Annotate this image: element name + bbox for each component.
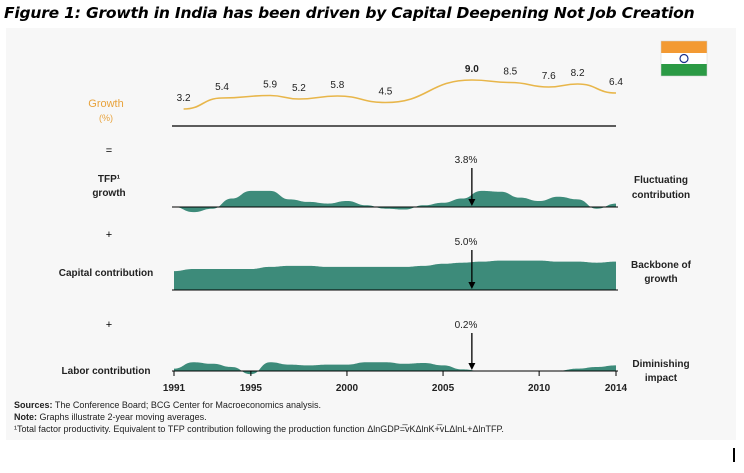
capital-arrow-head	[468, 282, 476, 289]
india-flag-icon	[660, 40, 708, 77]
sources-label: Sources:	[14, 400, 53, 410]
growth-value-label: 5.9	[263, 80, 277, 91]
labor-annotation: 0.2%	[455, 320, 478, 331]
growth-value-label: 5.4	[215, 82, 229, 93]
growth-label: Growth	[88, 98, 123, 110]
x-tick-label: 1991	[163, 383, 186, 394]
note-line: Note: Graphs illustrate 2-year moving av…	[14, 412, 714, 423]
x-axis: 1991 1995 2000 2005 2010 2014	[163, 371, 628, 394]
chart-canvas: Growth (%) = + + TFP¹ growth Capital con…	[59, 40, 708, 394]
growth-value-label: 8.2	[571, 68, 585, 79]
capital-area	[174, 260, 616, 290]
growth-value-label: 8.5	[503, 67, 517, 78]
growth-value-label: 5.8	[330, 80, 344, 91]
area-series	[172, 190, 618, 375]
growth-unit: (%)	[99, 113, 113, 123]
labor-right-line2: impact	[645, 373, 678, 384]
operator-equals: =	[106, 145, 112, 157]
x-tick-label: 2010	[528, 383, 551, 394]
labor-right-line1: Diminishing	[632, 359, 689, 370]
x-tick-label: 2014	[605, 383, 628, 394]
capital-right-line2: growth	[644, 274, 677, 285]
chart-panel: Growth (%) = + + TFP¹ growth Capital con…	[6, 28, 736, 440]
growth-value-label: 3.2	[177, 93, 191, 104]
tfp-right-line2: contribution	[632, 190, 690, 201]
growth-value-label: 9.0	[465, 64, 479, 75]
capital-label: Capital contribution	[59, 268, 153, 279]
tfp-arrow-head	[468, 199, 476, 206]
x-tick-label: 2005	[432, 383, 455, 394]
figure-title: Figure 1: Growth in India has been drive…	[4, 4, 695, 22]
growth-value-label: 4.5	[378, 87, 392, 98]
annotation-arrows	[468, 168, 476, 370]
x-tick-label: 2000	[336, 383, 359, 394]
tfp-area	[174, 190, 616, 213]
note-label: Note:	[14, 412, 37, 422]
labor-arrow-head	[468, 363, 476, 370]
growth-series: 3.2 5.4 5.9 5.2 5.8 4.5 9.0 8.5 7.6 8.2 6.4	[177, 64, 623, 110]
labor-label: Labor contribution	[62, 366, 151, 377]
capital-annotation: 5.0%	[455, 237, 478, 248]
labor-area	[174, 362, 616, 375]
operator-plus-labor: +	[106, 319, 112, 331]
sources-line: Sources: The Conference Board; BCG Cente…	[14, 400, 714, 411]
tfp-right-line1: Fluctuating	[634, 175, 688, 186]
text-cursor	[733, 448, 735, 462]
footnote-line: ¹Total factor productivity. Equivalent t…	[14, 424, 504, 434]
tfp-label-line1: TFP¹	[98, 174, 121, 185]
growth-value-label: 7.6	[542, 71, 556, 82]
operator-plus-capital: +	[106, 229, 112, 241]
tfp-label-line2: growth	[92, 188, 125, 199]
sources-text: The Conference Board; BCG Center for Mac…	[54, 400, 321, 410]
growth-value-label: 6.4	[609, 77, 623, 88]
tfp-annotation: 3.8%	[455, 155, 478, 166]
capital-right-line1: Backbone of	[631, 260, 692, 271]
x-tick-label: 1995	[240, 383, 263, 394]
note-text: Graphs illustrate 2-year moving averages…	[39, 412, 207, 422]
growth-value-label: 5.2	[292, 83, 306, 94]
growth-line	[183, 79, 617, 110]
